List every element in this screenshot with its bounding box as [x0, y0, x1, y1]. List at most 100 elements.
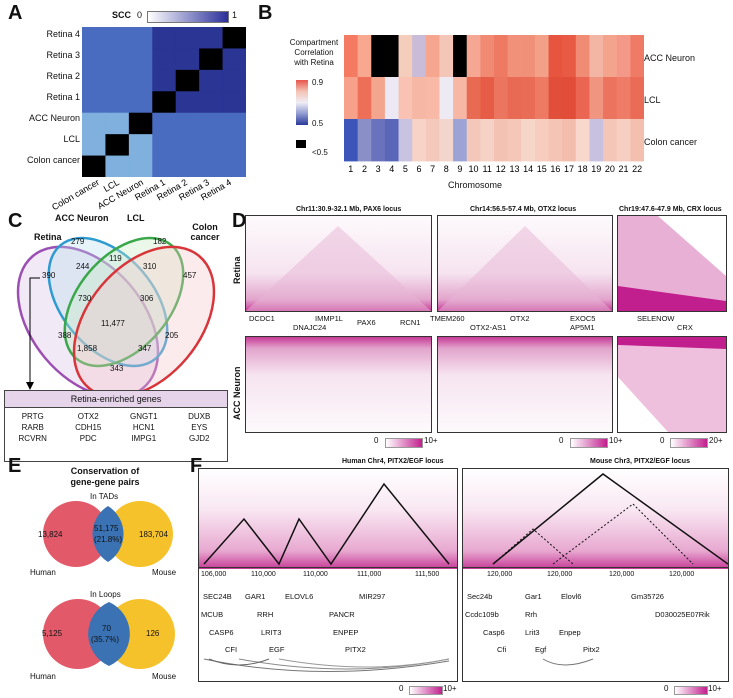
compartment-cell — [384, 119, 399, 162]
scc-cell — [128, 91, 153, 114]
venn-count-730: 730 — [78, 294, 92, 303]
mouse-hic-panel: 120,000 120,000 120,000 120,000 Sec24b G… — [462, 468, 729, 682]
hgene-casp6: CASP6 — [209, 628, 234, 637]
f-scale1-min: 0 — [399, 684, 404, 693]
mgene-enpep: Enpep — [559, 628, 581, 637]
d-scale3-bar — [670, 438, 708, 448]
chromosome-tick-label: 19 — [591, 164, 601, 174]
d-scale3-min: 0 — [660, 436, 665, 445]
compartment-cell — [357, 119, 372, 162]
f-scale2-min: 0 — [664, 684, 669, 693]
compartment-cell — [412, 119, 427, 162]
d-scale1-max: 10+ — [424, 436, 438, 445]
mgene-lrit3: Lrit3 — [525, 628, 540, 637]
scc-min: 0 — [137, 10, 143, 20]
compartment-cell — [616, 35, 631, 78]
scc-cell — [152, 134, 177, 157]
compartment-cell — [494, 119, 509, 162]
gene-otx2-locus: OTX2 — [510, 314, 530, 323]
retina-genes-grid: PRTG OTX2 GNGT1 DUXB RARB CDH15 HCN1 EYS… — [5, 408, 227, 443]
mouse-tick-3: 120,000 — [609, 571, 635, 578]
retina-genes-box: Retina-enriched genes PRTG OTX2 GNGT1 DU… — [4, 390, 228, 462]
compartment-cell — [439, 77, 454, 120]
chromosome-tick-label: 8 — [444, 164, 449, 174]
scc-cell — [128, 27, 153, 49]
mgene-casp6: Casp6 — [483, 628, 505, 637]
compartment-cell — [384, 77, 399, 120]
venn-set-colon: Colon cancer — [190, 222, 220, 242]
legend-min: 0.5 — [312, 119, 324, 128]
comp-row-lcl: LCL — [644, 95, 661, 105]
scc-cell — [152, 155, 177, 177]
hgene-pitx2: PITX2 — [345, 645, 366, 654]
chromosome-tick-label: 2 — [362, 164, 367, 174]
chromosome-tick-label: 1 — [348, 164, 353, 174]
compartment-cell — [439, 35, 454, 78]
venn-count-119: 119 — [109, 254, 122, 263]
venn-set-retina: Retina — [34, 232, 62, 242]
gene-tmem260: TMEM260 — [430, 314, 465, 323]
scc-cell — [105, 48, 130, 71]
comp-row-acc: ACC Neuron — [644, 53, 696, 63]
scc-title: SCC — [112, 10, 132, 20]
scc-row-acc: ACC Neuron — [28, 113, 80, 123]
compartment-legend-title: Compartment Correlation with Retina — [278, 38, 350, 68]
chromosome-tick-label: 17 — [564, 164, 574, 174]
f-scale1-bar — [409, 686, 443, 695]
compartment-cell — [575, 35, 590, 78]
venn-count-244: 244 — [76, 262, 90, 271]
compartment-cell — [630, 77, 644, 120]
venn-arrow — [26, 277, 40, 390]
compartment-heatmap: 1 2 3 4 5 6 7 8 9 10 11 12 13 14 15 16 17 18 19 20 21 22 — [344, 35, 644, 174]
gene-dnajc24: DNAJC24 — [293, 323, 327, 332]
scc-cell — [82, 91, 106, 114]
human-locus-title: Human Chr4, PITX2/EGF locus — [342, 458, 444, 465]
gene-immp1l: IMMP1L — [315, 314, 343, 323]
compartment-cell — [589, 77, 604, 120]
compartment-cell — [562, 119, 577, 162]
compartment-cell — [398, 119, 413, 162]
compartment-cell — [603, 77, 618, 120]
gene-gngt1: GNGT1 — [129, 412, 158, 421]
hgene-pancr: PANCR — [329, 610, 355, 619]
venn-count-11477: 11,477 — [101, 319, 125, 328]
hic-acc-pax6 — [245, 336, 432, 433]
loops-label: In Loops — [90, 590, 121, 599]
scc-cell — [199, 69, 224, 92]
venn-count-343: 343 — [110, 364, 124, 373]
mouse-locus-title: Mouse Chr3, PITX2/EGF locus — [590, 458, 690, 465]
d-scale2-bar — [570, 438, 608, 448]
scc-heatmap — [82, 27, 246, 177]
human-loop-arcs — [203, 658, 450, 672]
compartment-cell — [589, 119, 604, 162]
scc-cell — [105, 69, 130, 92]
hgene-lrit3: LRIT3 — [261, 628, 282, 637]
compartment-cell — [466, 119, 481, 162]
chromosome-tick-label: 15 — [537, 164, 547, 174]
mgene-cfi: Cfi — [497, 645, 507, 654]
scc-cell — [199, 91, 224, 114]
gene-otx2-as1: OTX2-AS1 — [470, 323, 507, 332]
tads-mouse-label: Mouse — [152, 568, 177, 577]
mgene-gar1: Gar1 — [525, 592, 542, 601]
scc-cell — [222, 112, 246, 135]
mouse-tick-4: 120,000 — [669, 571, 695, 578]
d-scale2-min: 0 — [559, 436, 564, 445]
chromosome-tick-label: 5 — [403, 164, 408, 174]
scc-row-retina1: Retina 1 — [46, 92, 80, 102]
loops-shared-pct: (35.7%) — [91, 635, 120, 644]
scc-cell — [199, 134, 224, 157]
scc-colorbar — [147, 11, 229, 23]
scc-cell — [199, 27, 224, 49]
mgene-rrh: Rrh — [525, 610, 538, 619]
tads-human-count: 13,824 — [38, 530, 63, 539]
hic-retina-pax6 — [245, 215, 432, 312]
compartment-cell — [344, 119, 359, 162]
chromosome-tick-label: 6 — [416, 164, 421, 174]
compartment-cell — [521, 35, 536, 78]
hic-acc-crx — [617, 336, 727, 433]
scc-row-retina3: Retina 3 — [46, 50, 80, 60]
mgene-ccdc109b: Ccdc109b — [465, 610, 499, 619]
scc-cell — [222, 69, 246, 92]
gene-eys: EYS — [191, 423, 208, 432]
